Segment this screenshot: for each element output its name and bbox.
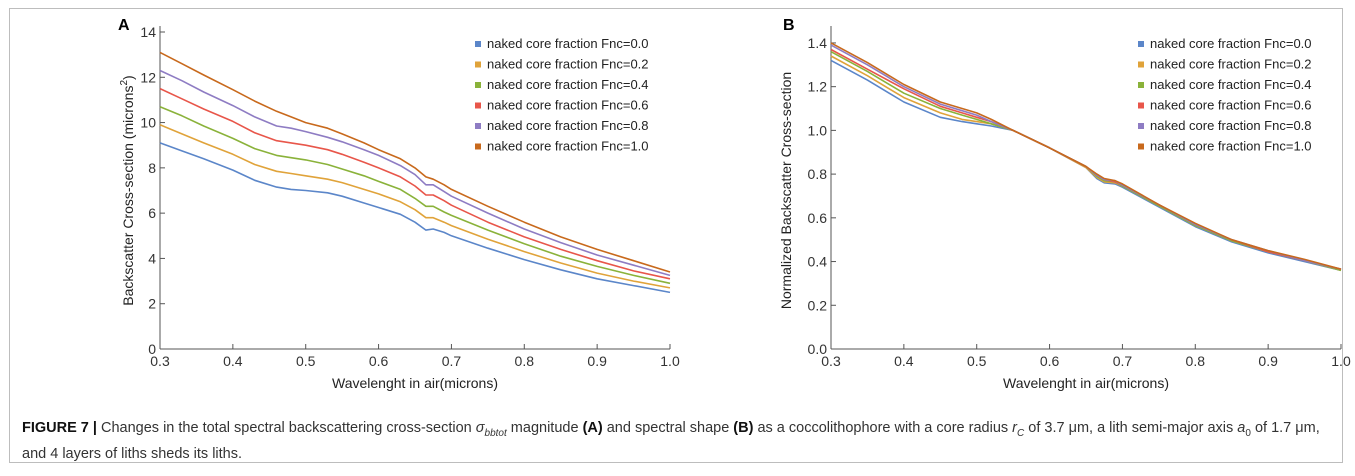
panel-a-y-tick-label: 10 — [140, 115, 156, 131]
panel-b-y-tick-label: 1.2 — [808, 79, 828, 95]
panel-a-legend-swatch — [475, 123, 481, 129]
panel-b-x-tick-label: 0.6 — [1040, 353, 1060, 369]
panel-a-series-line-1 — [159, 124, 671, 289]
caption-rc-sub: C — [1017, 427, 1025, 439]
caption-text-1: Changes in the total spectral backscatte… — [96, 420, 476, 436]
caption-a0-sub: 0 — [1245, 427, 1251, 439]
panel-b-y-tick-label: 1.4 — [808, 35, 828, 51]
figure-caption: FIGURE 7 | Changes in the total spectral… — [22, 418, 1332, 464]
panel-b-x-tick-label: 1.0 — [1331, 353, 1351, 369]
panel-a-y-tick-label: 0 — [148, 341, 156, 357]
panel-a-legend-swatch — [475, 102, 481, 109]
panel-b-legend-label: naked core fraction Fnc=1.0 — [1150, 139, 1312, 154]
panel-a-x-tick-label: 0.9 — [587, 353, 607, 369]
panel-a-x-tick-label: 0.8 — [515, 353, 535, 369]
panel-a-legend-label: naked core fraction Fnc=0.0 — [487, 36, 649, 51]
panel-b-y-tick-label: 0.8 — [808, 166, 828, 182]
panel-b-y-axis-label: Normalized Backscatter Cross-section — [778, 72, 794, 309]
panel-b-legend-label: naked core fraction Fnc=0.6 — [1150, 98, 1312, 113]
panel-b-x-tick-label: 0.9 — [1258, 353, 1278, 369]
panel-b-x-tick-label: 0.7 — [1113, 353, 1133, 369]
panel-a-y-tick-label: 14 — [140, 24, 156, 40]
panel-b-legend-swatch — [1138, 41, 1144, 47]
chart-panel-a: A 0.3 0.4 0.5 0.6 0.7 0.8 0.9 1.0 0 2 4 6 8 10 12 14 Wave… — [118, 17, 680, 391]
panel-a-series-line-5 — [159, 51, 671, 273]
caption-panel-b: (B) — [733, 420, 754, 436]
panel-a-x-tick-label: 1.0 — [660, 353, 680, 369]
panel-a-legend-label: naked core fraction Fnc=0.6 — [487, 98, 649, 113]
panel-a-legend-label: naked core fraction Fnc=0.4 — [487, 77, 649, 92]
caption-text-6: of 1.7 μm, and 4 layers of liths sheds i… — [22, 420, 1320, 462]
panel-a-x-axis-label: Wavelenght in air(microns) — [332, 375, 498, 391]
panel-b-letter: B — [783, 17, 795, 34]
panel-b-y-tick-label: 0.6 — [808, 210, 828, 226]
panel-a-y-tick-label: 6 — [148, 205, 156, 221]
panel-a-legend-swatch — [475, 41, 481, 47]
panel-a-y-axis-label-sup: 2 — [119, 80, 130, 86]
panel-a-y-tick-label: 8 — [148, 160, 156, 176]
panel-a-y-tick-label: 2 — [148, 296, 156, 312]
panel-b-legend-label: naked core fraction Fnc=0.2 — [1150, 57, 1312, 72]
panel-a-y-tick-label: 12 — [140, 69, 156, 85]
panel-a-legend-swatch — [475, 143, 481, 150]
caption-a0: a — [1237, 420, 1246, 436]
panel-a-legend-label: naked core fraction Fnc=1.0 — [487, 139, 649, 154]
panel-a-y-axis-label-close: ) — [120, 75, 136, 80]
panel-a-series-line-0 — [159, 142, 671, 294]
panel-a-legend-label: naked core fraction Fnc=0.2 — [487, 57, 649, 72]
panel-b-legend-swatch — [1138, 61, 1144, 68]
panel-a-y-axis-label: Backscatter Cross-section (microns2) — [119, 75, 136, 305]
panel-b-series-line-5 — [830, 42, 1342, 270]
caption-panel-a: (A) — [582, 420, 603, 436]
panel-a-x-tick-label: 0.7 — [442, 353, 462, 369]
panel-a-letter: A — [118, 17, 130, 34]
caption-figure-label: FIGURE 7 | — [22, 420, 97, 436]
panel-a-series-line-3 — [159, 87, 671, 280]
caption-sigma-sub: bbtot — [484, 427, 507, 439]
panel-a-x-tick-label: 0.3 — [150, 353, 170, 369]
panel-b-x-tick-label: 0.8 — [1186, 353, 1206, 369]
panel-b-x-tick-label: 0.5 — [967, 353, 987, 369]
panel-b-y-tick-label: 0.4 — [808, 254, 828, 270]
panel-b-x-tick-label: 0.4 — [894, 353, 914, 369]
caption-text-5: of 3.7 μm, a lith semi-major axis — [1024, 420, 1238, 436]
panel-a-series-line-4 — [159, 69, 671, 277]
caption-sigma: σ — [475, 420, 485, 436]
panel-b-x-axis-label: Wavelenght in air(microns) — [1003, 375, 1169, 391]
panel-a-series-line-2 — [159, 105, 671, 285]
panel-b-legend-swatch — [1138, 102, 1144, 109]
caption-text-3: and spectral shape — [602, 420, 734, 436]
panel-b-legend-label: naked core fraction Fnc=0.4 — [1150, 77, 1312, 92]
panel-a-legend-swatch — [475, 82, 481, 88]
panel-a-x-tick-label: 0.6 — [369, 353, 389, 369]
panel-b-legend-swatch — [1138, 82, 1144, 88]
panel-a-x-tick-label: 0.4 — [223, 353, 243, 369]
panel-a-legend-label: naked core fraction Fnc=0.8 — [487, 118, 649, 133]
panel-b-y-tick-label: 0.0 — [808, 341, 828, 357]
chart-panel-b: B 0.3 0.4 0.5 0.6 0.7 0.8 0.9 1.0 0.0 0.2 0.4 0.6 0.8… — [778, 17, 1351, 391]
caption-text-4: as a coccolithophore with a core radius — [753, 420, 1013, 436]
panel-b-x-tick-label: 0.3 — [821, 353, 841, 369]
panel-b-legend-label: naked core fraction Fnc=0.8 — [1150, 118, 1312, 133]
caption-rc: r — [1012, 420, 1018, 436]
panel-b-legend-swatch — [1138, 123, 1144, 129]
caption-text-2: magnitude — [506, 420, 583, 436]
figure-frame — [9, 8, 1343, 463]
panel-b-y-tick-label: 1.0 — [808, 122, 828, 138]
panel-a-x-tick-label: 0.5 — [296, 353, 316, 369]
panel-a-legend-swatch — [475, 61, 481, 68]
panel-a-y-tick-label: 4 — [148, 250, 156, 266]
panel-b-y-tick-label: 0.2 — [808, 297, 828, 313]
panel-b-legend-label: naked core fraction Fnc=0.0 — [1150, 36, 1312, 51]
panel-b-legend-swatch — [1138, 143, 1144, 150]
